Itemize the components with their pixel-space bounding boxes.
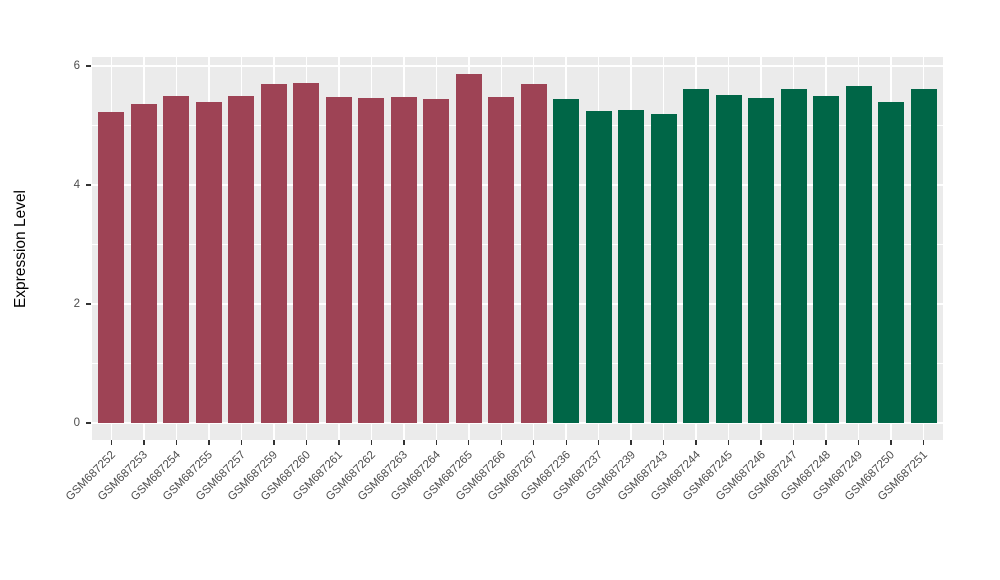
x-tick-mark bbox=[565, 440, 567, 445]
y-tick-mark bbox=[86, 422, 91, 424]
bar-GSM687264 bbox=[423, 98, 450, 423]
x-tick-mark bbox=[630, 440, 632, 445]
x-tick-mark bbox=[338, 440, 340, 445]
bar-GSM687260 bbox=[293, 82, 320, 423]
x-tick-mark bbox=[208, 440, 210, 445]
y-tick-label: 4 bbox=[73, 178, 80, 191]
bar-GSM687243 bbox=[650, 113, 677, 423]
gridline-minor-horizontal bbox=[92, 244, 943, 245]
x-tick-mark bbox=[890, 440, 892, 445]
bar-GSM687236 bbox=[553, 99, 580, 423]
x-tick-mark bbox=[825, 440, 827, 445]
x-tick-mark bbox=[695, 440, 697, 445]
x-tick-mark bbox=[143, 440, 145, 445]
bar-GSM687251 bbox=[910, 88, 937, 423]
gridline-major-horizontal bbox=[92, 65, 943, 67]
x-tick-mark bbox=[500, 440, 502, 445]
x-tick-mark bbox=[792, 440, 795, 445]
bar-GSM687247 bbox=[780, 88, 807, 423]
gridline-major-horizontal bbox=[92, 184, 943, 186]
bar-GSM687263 bbox=[390, 96, 417, 423]
x-tick-mark bbox=[273, 440, 275, 445]
x-tick-mark bbox=[403, 440, 405, 445]
gridline-major-horizontal bbox=[92, 303, 943, 305]
bar-GSM687261 bbox=[325, 96, 352, 423]
x-tick-mark bbox=[922, 440, 925, 445]
plot-panel bbox=[92, 57, 943, 440]
bar-GSM687239 bbox=[618, 110, 645, 423]
x-tick-mark bbox=[857, 440, 860, 445]
y-axis-title: Expression Level bbox=[12, 189, 29, 309]
bar-GSM687259 bbox=[260, 84, 287, 423]
bar-GSM687244 bbox=[683, 89, 710, 423]
bar-GSM687266 bbox=[488, 96, 515, 423]
y-tick-label: 0 bbox=[73, 416, 80, 429]
bar-GSM687254 bbox=[163, 95, 190, 423]
bar-GSM687249 bbox=[845, 86, 872, 423]
y-tick-mark bbox=[86, 303, 91, 305]
gridline-major-horizontal bbox=[92, 422, 943, 424]
x-tick-mark bbox=[598, 440, 600, 445]
x-tick-mark bbox=[240, 440, 243, 445]
x-tick-mark bbox=[662, 440, 665, 445]
bar-GSM687267 bbox=[520, 84, 547, 423]
bar-GSM687250 bbox=[878, 102, 905, 423]
y-tick-label: 2 bbox=[73, 297, 80, 310]
x-tick-mark bbox=[175, 440, 178, 445]
x-tick-mark bbox=[533, 440, 535, 445]
x-tick-mark bbox=[370, 440, 373, 445]
y-tick-mark bbox=[86, 65, 91, 67]
bar-GSM687262 bbox=[358, 98, 385, 423]
bar-GSM687257 bbox=[228, 96, 255, 423]
x-tick-mark bbox=[435, 440, 437, 445]
bar-GSM687237 bbox=[585, 111, 612, 423]
x-tick-mark bbox=[760, 440, 762, 445]
bar-GSM687245 bbox=[715, 95, 742, 423]
bar-GSM687265 bbox=[455, 73, 482, 423]
gridline-minor-horizontal bbox=[92, 363, 943, 364]
x-tick-mark bbox=[468, 440, 470, 445]
x-tick-mark bbox=[727, 440, 730, 445]
bar-GSM687255 bbox=[195, 102, 222, 423]
bar-GSM687248 bbox=[813, 95, 840, 423]
y-tick-mark bbox=[86, 184, 91, 186]
x-tick-mark bbox=[110, 440, 113, 445]
x-tick-mark bbox=[305, 440, 308, 445]
bar-GSM687252 bbox=[98, 112, 125, 423]
bar-GSM687253 bbox=[130, 104, 157, 423]
gridline-minor-horizontal bbox=[92, 125, 943, 126]
y-tick-label: 6 bbox=[73, 59, 80, 72]
bar-GSM687246 bbox=[748, 97, 775, 423]
